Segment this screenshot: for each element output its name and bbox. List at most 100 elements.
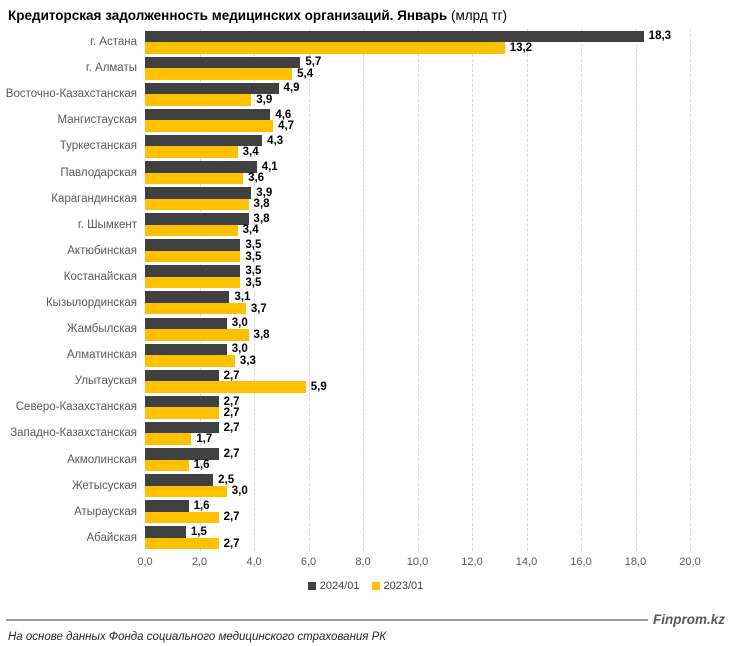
bar-line: 2,7 (145, 370, 690, 382)
bar-line: 5,9 (145, 381, 690, 393)
bar-group: 4,9 3,9 (145, 82, 690, 106)
chart-row: Северо-Казахстанская 2,7 2,7 (0, 394, 690, 420)
value-label: 2,7 (223, 511, 240, 524)
bar-group: 3,5 3,5 (145, 265, 690, 289)
bar-2023-01 (145, 407, 219, 419)
bar-line: 3,4 (145, 224, 690, 236)
bar-2023-01 (145, 94, 252, 106)
chart-row: Актюбинская 3,5 3,5 (0, 238, 690, 264)
value-label: 3,7 (250, 302, 267, 315)
bar-2023-01 (145, 433, 192, 445)
gridline (417, 29, 419, 551)
category-label: Павлодарская (60, 166, 137, 179)
bar-group: 18,3 13,2 (145, 30, 690, 54)
bar-group: 2,7 2,7 (145, 396, 690, 419)
bar-2024-01 (145, 213, 249, 225)
x-axis: 0,0 2,0 4,0 6,0 8,0 10,0 12,0 14,0 16,0 18,0 20,0 (137, 555, 700, 571)
bar-line: 5,7 (145, 56, 690, 68)
bar-group: 2,7 1,6 (145, 448, 690, 471)
value-label: 3,0 (231, 317, 248, 330)
chart-row: Восточно-Казахстанская 4,9 3,9 (0, 81, 690, 107)
legend-label: 2024/01 (319, 579, 360, 592)
value-label: 2,7 (223, 537, 240, 550)
chart-row: Атырауская 1,6 2,7 (0, 499, 690, 525)
bar-2024-01 (145, 421, 219, 434)
gridlines (145, 29, 691, 551)
category-label: г. Астана (90, 36, 137, 49)
chart-row: Туркестанская 4,3 3,4 (0, 133, 690, 159)
bar-2024-01 (145, 317, 227, 330)
value-label: 3,9 (256, 93, 273, 106)
bar-2023-01 (145, 120, 274, 132)
bar-line: 1,7 (145, 433, 690, 445)
gridline (635, 29, 637, 551)
bar-line: 3,5 (145, 265, 690, 277)
bar-line: 3,8 (145, 198, 690, 211)
value-label: 3,8 (253, 328, 270, 341)
chart-row: Карагандинская 3,9 3,8 (0, 186, 690, 212)
chart-row: г. Астана 18,3 13,2 (0, 29, 690, 55)
bar-line: 3,6 (145, 172, 690, 184)
value-label: 5,9 (310, 381, 327, 394)
bar-group: 3,1 3,7 (145, 291, 690, 315)
bar-line: 3,9 (145, 187, 690, 199)
value-label: 4,9 (283, 82, 300, 95)
x-tick-label: 18,0 (624, 555, 647, 568)
value-label: 2,7 (223, 407, 240, 420)
category-label: Карагандинская (51, 192, 137, 205)
bar-2023-01 (145, 485, 227, 498)
bar-line: 4,6 (145, 109, 690, 121)
value-label: 3,5 (245, 276, 262, 289)
chart-row: Мангистауская 4,6 4,7 (0, 107, 690, 133)
bar-2024-01 (145, 187, 252, 199)
category-label: г. Шымкент (77, 218, 137, 231)
value-label: 2,7 (223, 395, 240, 408)
bar-line: 2,7 (145, 422, 690, 434)
bar-group: 3,5 3,5 (145, 239, 690, 263)
x-tick-label: 8,0 (355, 555, 371, 568)
bar-2023-01 (145, 42, 505, 54)
chart-row: Кызылординская 3,1 3,7 (0, 290, 690, 316)
bar-2024-01 (145, 108, 271, 121)
value-label: 3,8 (253, 198, 270, 211)
gridline (526, 29, 528, 551)
bar-group: 4,1 3,6 (145, 161, 690, 184)
value-label: 3,5 (245, 250, 262, 263)
legend-swatch (307, 581, 316, 590)
chart-row: Акмолинская 2,7 1,6 (0, 447, 690, 473)
bar-line: 1,6 (145, 459, 690, 471)
chart-row: Абайская 1,5 2,7 (0, 525, 690, 551)
chart-rows: г. Астана 18,3 13,2 г. Алматы 5,7 5,4 Восточно… (0, 29, 690, 551)
bar-group: 2,7 1,7 (145, 422, 690, 445)
bar-line: 4,7 (145, 120, 690, 132)
bar-line: 13,2 (145, 42, 690, 54)
bar-line: 2,7 (145, 511, 690, 524)
bar-group: 3,0 3,8 (145, 317, 690, 341)
value-label: 4,3 (267, 134, 284, 147)
chart-row: Жетысуская 2,5 3,0 (0, 473, 690, 499)
footer: Finprom.kz На основе данных Фонда социал… (0, 612, 731, 643)
bar-line: 3,4 (145, 146, 690, 158)
value-label: 2,7 (223, 369, 240, 382)
bar-2023-01 (145, 302, 246, 315)
legend-swatch (371, 581, 380, 590)
bar-2024-01 (145, 134, 263, 147)
value-label: 1,5 (190, 526, 207, 539)
value-label: 3,3 (239, 354, 256, 367)
bar-2024-01 (145, 448, 219, 460)
category-label: Жамбылская (66, 323, 137, 336)
chart-row: г. Алматы 5,7 5,4 (0, 55, 690, 81)
bar-2024-01 (145, 30, 644, 43)
value-label: 18,3 (648, 30, 672, 43)
bar-line: 3,8 (145, 329, 690, 341)
value-label: 2,5 (218, 473, 235, 486)
value-label: 4,1 (261, 160, 278, 173)
value-label: 3,1 (234, 291, 251, 304)
bar-2023-01 (145, 146, 238, 158)
bar-2024-01 (145, 239, 241, 251)
bar-group: 5,7 5,4 (145, 56, 690, 80)
bar-2024-01 (145, 82, 279, 95)
x-tick-label: 6,0 (300, 555, 317, 568)
legend-item-2024-01: 2024/01 (307, 579, 360, 592)
bar-line: 3,7 (145, 303, 690, 315)
